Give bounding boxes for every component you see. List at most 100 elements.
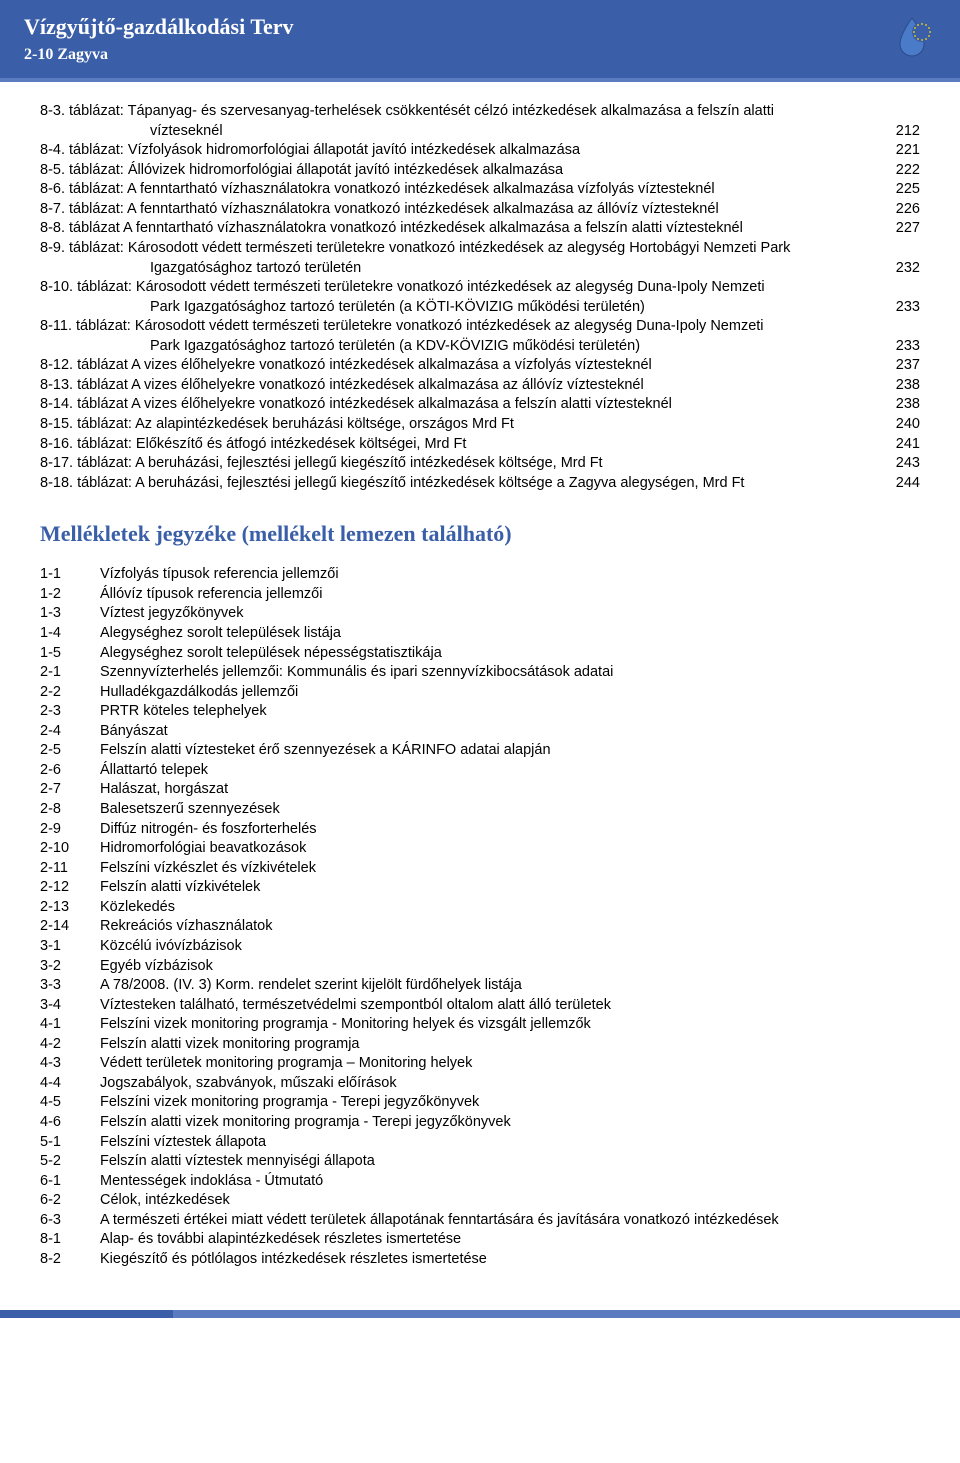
appendix-text: Felszíni víztestek állapota [100, 1133, 920, 1153]
appendix-section-title: Mellékletek jegyzéke (mellékelt lemezen … [40, 521, 920, 547]
toc-entry: 8-7. táblázat: A fenntartható vízhasznál… [40, 200, 920, 220]
appendix-entry: 6-1Mentességek indoklása - Útmutató [40, 1172, 920, 1192]
toc-label: 8-10. táblázat: Károsodott védett termés… [40, 278, 765, 298]
toc-page: 241 [896, 435, 920, 455]
appendix-entry: 2-14Rekreációs vízhasználatok [40, 917, 920, 937]
appendix-text: Közlekedés [100, 898, 920, 918]
appendix-number: 2-2 [40, 683, 100, 703]
appendix-text: Hulladékgazdálkodás jellemzői [100, 683, 920, 703]
appendix-text: Felszín alatti víztestek mennyiségi álla… [100, 1152, 920, 1172]
appendix-number: 2-9 [40, 820, 100, 840]
appendix-text: Felszín alatti vizek monitoring programj… [100, 1113, 920, 1133]
toc-page: 238 [896, 395, 920, 415]
document-body: 8-3. táblázat: Tápanyag- és szervesanyag… [0, 82, 960, 1300]
toc-label: Igazgatósághoz tartozó területén [150, 259, 361, 279]
appendix-entry: 2-4Bányászat [40, 722, 920, 742]
toc-label: 8-15. táblázat: Az alapintézkedések beru… [40, 415, 514, 435]
appendix-entry: 4-6Felszín alatti vizek monitoring progr… [40, 1113, 920, 1133]
toc-entry: 8-13. táblázat A vizes élőhelyekre vonat… [40, 376, 920, 396]
toc-entry: Park Igazgatósághoz tartozó területén (a… [40, 298, 920, 318]
drop-eu-icon [888, 14, 936, 62]
appendix-text: Állóvíz típusok referencia jellemzői [100, 585, 920, 605]
appendix-entry: 4-1Felszíni vizek monitoring programja -… [40, 1015, 920, 1035]
appendix-number: 8-1 [40, 1230, 100, 1250]
toc-page: 233 [896, 337, 920, 357]
toc-page: 243 [896, 454, 920, 474]
appendix-text: Víztest jegyzőkönyvek [100, 604, 920, 624]
appendix-entry: 2-3PRTR köteles telephelyek [40, 702, 920, 722]
table-of-contents: 8-3. táblázat: Tápanyag- és szervesanyag… [40, 102, 920, 493]
appendix-number: 2-4 [40, 722, 100, 742]
toc-label: 8-4. táblázat: Vízfolyások hidromorfológ… [40, 141, 580, 161]
appendix-entry: 8-2Kiegészítő és pótlólagos intézkedések… [40, 1250, 920, 1270]
appendix-entry: 4-3Védett területek monitoring programja… [40, 1054, 920, 1074]
toc-label: vízteseknél [150, 122, 223, 142]
appendix-text: Hidromorfológiai beavatkozások [100, 839, 920, 859]
appendix-text: Víztesteken található, természetvédelmi … [100, 996, 920, 1016]
toc-label: 8-5. táblázat: Állóvizek hidromorfológia… [40, 161, 563, 181]
appendix-text: Halászat, horgászat [100, 780, 920, 800]
appendix-entry: 1-5Alegységhez sorolt települések népess… [40, 644, 920, 664]
toc-entry: 8-16. táblázat: Előkészítő és átfogó int… [40, 435, 920, 455]
toc-label: 8-12. táblázat A vizes élőhelyekre vonat… [40, 356, 652, 376]
appendix-text: A 78/2008. (IV. 3) Korm. rendelet szerin… [100, 976, 920, 996]
appendix-text: Felszíni vízkészlet és vízkivételek [100, 859, 920, 879]
toc-entry: 8-11. táblázat: Károsodott védett termés… [40, 317, 920, 337]
appendix-text: PRTR köteles telephelyek [100, 702, 920, 722]
toc-entry: 8-8. táblázat A fenntartható vízhasznála… [40, 219, 920, 239]
appendix-number: 4-1 [40, 1015, 100, 1035]
toc-page: 238 [896, 376, 920, 396]
toc-page: 221 [896, 141, 920, 161]
appendix-number: 1-3 [40, 604, 100, 624]
appendix-text: Alegységhez sorolt települések listája [100, 624, 920, 644]
appendix-text: Bányászat [100, 722, 920, 742]
appendix-text: Rekreációs vízhasználatok [100, 917, 920, 937]
appendix-number: 3-4 [40, 996, 100, 1016]
appendix-number: 1-1 [40, 565, 100, 585]
appendix-entry: 3-3A 78/2008. (IV. 3) Korm. rendelet sze… [40, 976, 920, 996]
appendix-number: 6-1 [40, 1172, 100, 1192]
appendix-text: A természeti értékei miatt védett terüle… [100, 1211, 920, 1231]
appendix-number: 2-8 [40, 800, 100, 820]
appendix-entry: 4-5Felszíni vizek monitoring programja -… [40, 1093, 920, 1113]
appendix-number: 4-6 [40, 1113, 100, 1133]
appendix-number: 3-1 [40, 937, 100, 957]
toc-entry: 8-9. táblázat: Károsodott védett termész… [40, 239, 920, 259]
appendix-number: 3-3 [40, 976, 100, 996]
appendix-number: 2-13 [40, 898, 100, 918]
appendix-text: Szennyvízterhelés jellemzői: Kommunális … [100, 663, 920, 683]
appendix-number: 4-5 [40, 1093, 100, 1113]
toc-page: 225 [896, 180, 920, 200]
toc-page: 222 [896, 161, 920, 181]
appendix-entry: 2-12Felszín alatti vízkivételek [40, 878, 920, 898]
appendix-number: 8-2 [40, 1250, 100, 1270]
toc-label: Park Igazgatósághoz tartozó területén (a… [150, 298, 645, 318]
toc-page: 233 [896, 298, 920, 318]
appendix-number: 2-5 [40, 741, 100, 761]
appendix-text: Alap- és további alapintézkedések részle… [100, 1230, 920, 1250]
header-title: Vízgyűjtő-gazdálkodási Terv [24, 14, 936, 40]
appendix-entry: 1-2Állóvíz típusok referencia jellemzői [40, 585, 920, 605]
appendix-number: 2-11 [40, 859, 100, 879]
appendix-entry: 2-13Közlekedés [40, 898, 920, 918]
toc-entry: 8-5. táblázat: Állóvizek hidromorfológia… [40, 161, 920, 181]
appendix-text: Diffúz nitrogén- és foszforterhelés [100, 820, 920, 840]
footer-bar [0, 1310, 960, 1318]
appendix-number: 4-4 [40, 1074, 100, 1094]
appendix-text: Védett területek monitoring programja – … [100, 1054, 920, 1074]
appendix-text: Felszín alatti víztesteket érő szennyezé… [100, 741, 920, 761]
toc-page: 244 [896, 474, 920, 494]
toc-entry: 8-6. táblázat: A fenntartható vízhasznál… [40, 180, 920, 200]
appendix-entry: 2-9Diffúz nitrogén- és foszforterhelés [40, 820, 920, 840]
appendix-entry: 4-4Jogszabályok, szabványok, műszaki elő… [40, 1074, 920, 1094]
toc-entry: 8-3. táblázat: Tápanyag- és szervesanyag… [40, 102, 920, 122]
appendix-number: 5-2 [40, 1152, 100, 1172]
toc-label: 8-17. táblázat: A beruházási, fejlesztés… [40, 454, 603, 474]
toc-entry: Igazgatósághoz tartozó területén 232 [40, 259, 920, 279]
appendix-number: 4-3 [40, 1054, 100, 1074]
toc-entry: 8-18. táblázat: A beruházási, fejlesztés… [40, 474, 920, 494]
page-header: Vízgyűjtő-gazdálkodási Terv 2-10 Zagyva [0, 0, 960, 82]
toc-entry: Park Igazgatósághoz tartozó területén (a… [40, 337, 920, 357]
appendix-number: 2-12 [40, 878, 100, 898]
appendix-list: 1-1Vízfolyás típusok referencia jellemző… [40, 565, 920, 1269]
